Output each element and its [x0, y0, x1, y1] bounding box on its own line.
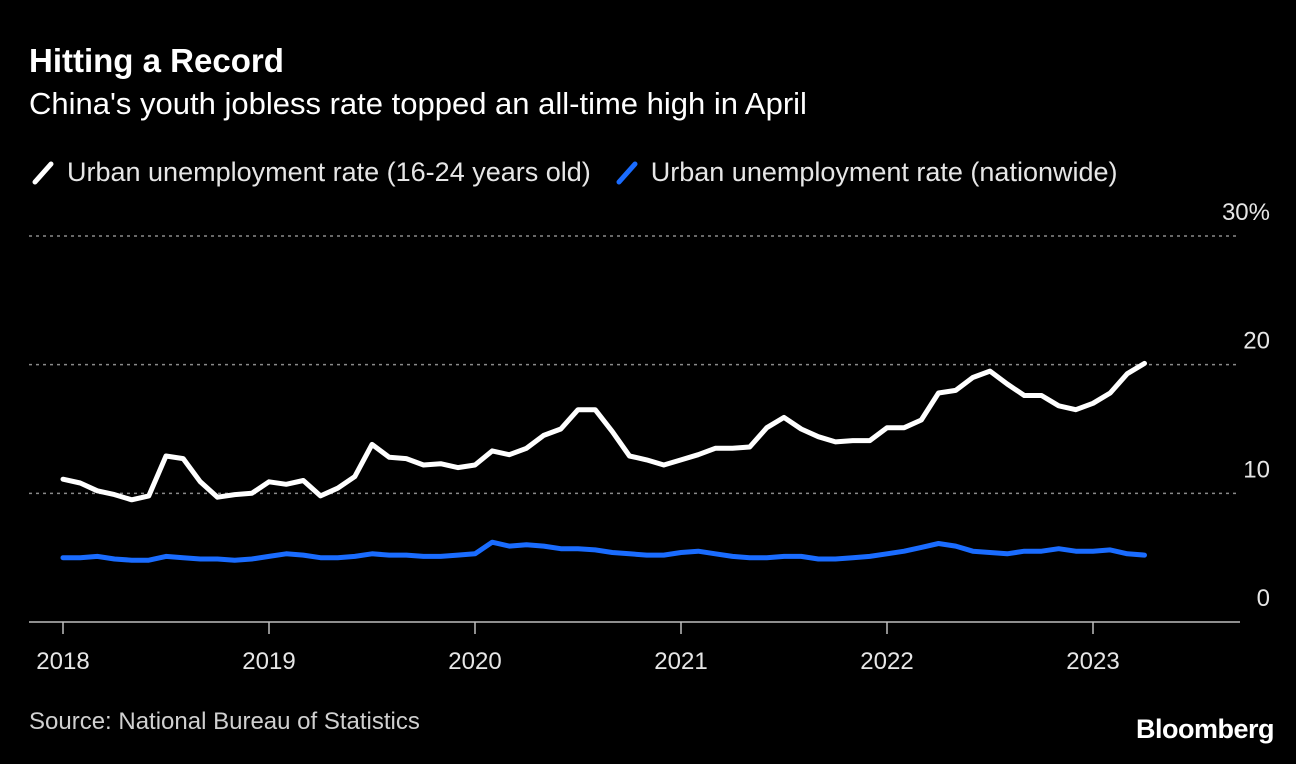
chart-title: Hitting a Record [29, 42, 284, 79]
legend-item-youth: Urban unemployment rate (16-24 years old… [29, 154, 591, 190]
series-line-nationwide [60, 539, 1147, 563]
y-tick-label-30: 30% [1222, 199, 1270, 226]
y-tick-label-10: 10 [1243, 456, 1270, 483]
legend-item-nationwide: Urban unemployment rate (nationwide) [613, 154, 1118, 190]
x-tick-label-2018: 2018 [36, 648, 89, 675]
legend-label-nationwide: Urban unemployment rate (nationwide) [650, 156, 1118, 187]
x-tick-label-2023: 2023 [1066, 648, 1119, 675]
x-tick-label-2021: 2021 [654, 648, 707, 675]
y-tick-label-0: 0 [1257, 585, 1270, 612]
source-note: Source: National Bureau of Statistics [29, 708, 420, 735]
bloomberg-logo: Bloomberg [1135, 714, 1275, 744]
x-tick-label-2020: 2020 [448, 648, 501, 675]
y-tick-label-20: 20 [1243, 328, 1270, 355]
legend-swatch-youth [32, 161, 54, 185]
legend-swatch-nationwide [616, 161, 638, 185]
x-tick-label-2022: 2022 [860, 648, 913, 675]
series-line-youth [60, 360, 1147, 503]
chart-subtitle: China's youth jobless rate topped an all… [29, 86, 807, 121]
legend: Urban unemployment rate (16-24 years old… [29, 154, 1140, 190]
x-tick-label-2019: 2019 [242, 648, 295, 675]
legend-label-youth: Urban unemployment rate (16-24 years old… [67, 156, 591, 187]
